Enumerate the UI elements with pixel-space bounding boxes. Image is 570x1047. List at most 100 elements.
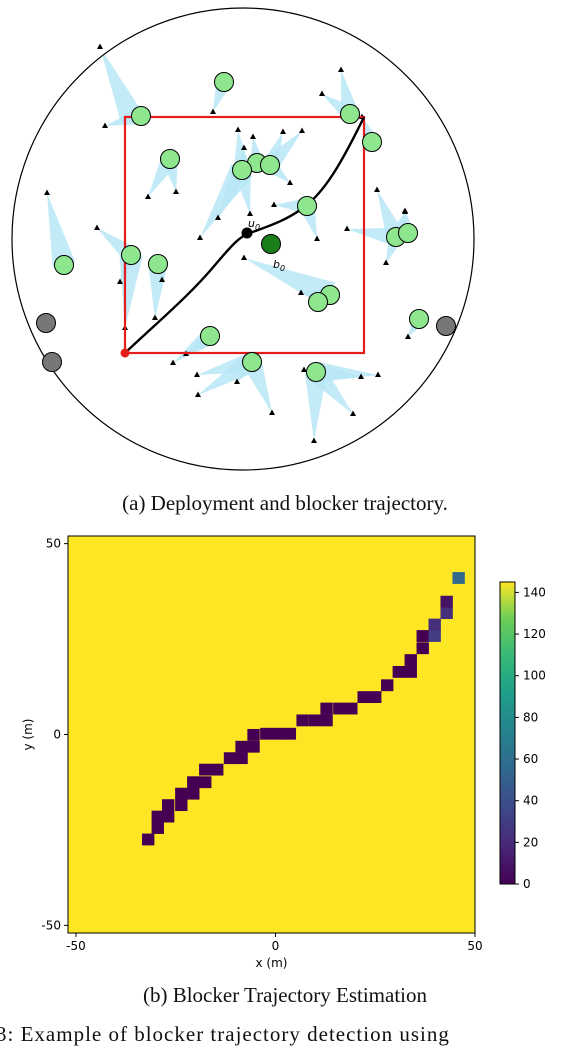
heatmap-chart: -50 0 50 50 0 -50 x (m) y (m) 0 20 40 60 80 100 120 14… (21, 535, 546, 970)
user-marker (269, 409, 275, 415)
colorbar-tick-label: 80 (523, 710, 538, 724)
trajectory-start-point (120, 348, 130, 358)
user-marker (234, 378, 240, 384)
blocker-region-square (123, 115, 366, 355)
user-marker (210, 108, 216, 114)
base-station (242, 352, 262, 372)
colorbar: 0 20 40 60 80 100 120 140 (499, 581, 546, 891)
heatmap-cell (187, 787, 200, 800)
user-marker (311, 437, 317, 443)
heatmap-cell (440, 595, 453, 608)
user-marker (358, 373, 364, 379)
user-marker (173, 188, 179, 194)
colorbar-tick-label: 140 (523, 585, 546, 599)
y-axis-label: y (m) (21, 719, 35, 751)
heatmap-cell (440, 607, 453, 620)
user-marker (197, 234, 203, 240)
user-marker (405, 333, 411, 339)
colorbar-tick-label: 0 (523, 877, 531, 891)
beam-cone (315, 361, 378, 383)
heatmap-cell (392, 665, 405, 678)
user-marker (170, 359, 176, 365)
deployment-figure: u0 b0 (0, 0, 570, 480)
base-station (160, 149, 180, 169)
heatmap-cell (272, 727, 285, 740)
colorbar-tick-label: 100 (523, 669, 546, 683)
user-u0-marker (241, 227, 253, 239)
beam-cone (341, 70, 359, 116)
base-station (131, 106, 151, 126)
user-marker (145, 193, 151, 199)
colorbar-tick-label: 20 (523, 835, 538, 849)
y-tick-label: 50 (46, 537, 61, 551)
heatmap-cell (333, 702, 346, 715)
user-marker (271, 201, 277, 207)
beam-layer (47, 47, 425, 441)
base-station (340, 104, 360, 124)
heatmap-figure: -50 0 50 50 0 -50 x (m) y (m) 0 20 40 60 80 100 120 14… (0, 522, 570, 982)
user-marker (299, 127, 305, 133)
base-station-inactive (36, 313, 56, 333)
heatmap-cell (175, 787, 188, 800)
user-marker (344, 225, 350, 231)
user-marker (215, 214, 221, 220)
user-marker (194, 371, 200, 377)
heatmap-cell (235, 740, 248, 753)
heatmap-cell (247, 740, 260, 753)
x-tick-label: -50 (66, 939, 86, 953)
beam-cone (347, 227, 398, 247)
user-marker (97, 43, 103, 49)
beam-cone (100, 47, 143, 123)
user-marker (338, 66, 344, 72)
base-station (362, 132, 382, 152)
user-layer (44, 43, 411, 443)
heatmap-cell (404, 665, 417, 678)
beam-cone (148, 263, 168, 318)
user-marker (301, 366, 307, 372)
heatmap-cell (320, 714, 333, 727)
heatmap-cell (320, 702, 333, 715)
user-marker (152, 314, 158, 320)
user-marker (241, 254, 247, 260)
colorbar-tick-label: 60 (523, 752, 538, 766)
heatmap-cell (404, 654, 417, 666)
heatmap-cell (247, 728, 260, 741)
heatmap-cell (345, 702, 358, 715)
user-marker (374, 186, 380, 192)
heatmap-cell (161, 799, 175, 812)
base-station (232, 160, 252, 180)
x-tick-label: 50 (467, 939, 482, 953)
y-tick-label: 0 (53, 728, 61, 742)
user-marker (298, 289, 304, 295)
heatmap-cell (175, 799, 188, 812)
user-marker (235, 126, 241, 132)
x-axis-label: x (m) (256, 956, 288, 970)
user-marker (383, 259, 389, 265)
heatmap-cell (452, 572, 465, 584)
base-station-b0 (261, 234, 281, 254)
user-marker (117, 278, 123, 284)
y-tick-label: -50 (41, 918, 61, 932)
beam-cone (119, 254, 143, 328)
beam-cone (47, 193, 76, 268)
user-u0-label: u0 (248, 217, 260, 232)
figure-a-caption: (a) Deployment and blocker trajectory. (122, 491, 448, 515)
user-marker (195, 391, 201, 397)
base-station (409, 309, 429, 329)
heatmap-cell (187, 776, 200, 789)
base-station-inactive (436, 316, 456, 336)
heatmap-cell (369, 691, 382, 704)
heatmap-cell (428, 618, 441, 631)
heatmap-axes: -50 0 50 50 0 -50 x (m) y (m) (21, 535, 483, 970)
heatmap-cell (211, 763, 224, 776)
base-station (54, 255, 74, 275)
heatmap-cell (260, 727, 273, 740)
base-station (306, 362, 326, 382)
base-station (297, 196, 317, 216)
heatmap-cell (428, 630, 441, 642)
user-marker (44, 189, 50, 195)
heatmap-cell (199, 776, 212, 789)
base-station (398, 223, 418, 243)
colorbar-tick-label: 120 (523, 627, 546, 641)
deployment-plot: u0 b0 (11, 7, 475, 471)
